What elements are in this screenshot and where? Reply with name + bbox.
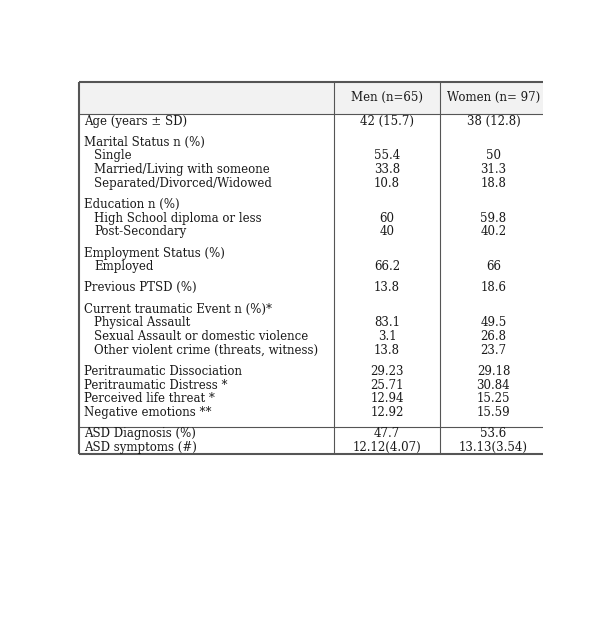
Text: Other violent crime (threats, witness): Other violent crime (threats, witness) <box>94 344 318 356</box>
Text: 42 (15.7): 42 (15.7) <box>360 114 414 127</box>
Text: 40: 40 <box>379 225 394 238</box>
Text: 30.84: 30.84 <box>476 379 510 392</box>
Text: 25.71: 25.71 <box>370 379 404 392</box>
Text: Age (years ± SD): Age (years ± SD) <box>84 114 187 127</box>
Text: 15.59: 15.59 <box>476 406 510 419</box>
Text: Peritraumatic Dissociation: Peritraumatic Dissociation <box>84 365 242 378</box>
Text: Marital Status n (%): Marital Status n (%) <box>84 136 204 148</box>
Text: 38 (12.8): 38 (12.8) <box>467 114 520 127</box>
Text: 66: 66 <box>486 260 501 273</box>
Text: 12.94: 12.94 <box>370 392 404 406</box>
Text: 31.3: 31.3 <box>481 163 507 176</box>
Text: Married/Living with someone: Married/Living with someone <box>94 163 270 176</box>
Text: Men (n=65): Men (n=65) <box>351 91 423 104</box>
Text: 33.8: 33.8 <box>374 163 400 176</box>
Text: Education n (%): Education n (%) <box>84 198 180 211</box>
Text: Single: Single <box>94 150 131 163</box>
Text: Post-Secondary: Post-Secondary <box>94 225 186 238</box>
Text: 59.8: 59.8 <box>481 212 507 225</box>
Text: ASD Diagnosis (%): ASD Diagnosis (%) <box>84 427 195 440</box>
Text: 13.13(3.54): 13.13(3.54) <box>459 441 528 454</box>
Text: Perceived life threat *: Perceived life threat * <box>84 392 215 406</box>
Text: Sexual Assault or domestic violence: Sexual Assault or domestic violence <box>94 330 308 343</box>
Text: High School diploma or less: High School diploma or less <box>94 212 262 225</box>
Text: 60: 60 <box>379 212 394 225</box>
Text: 12.92: 12.92 <box>370 406 404 419</box>
Text: 13.8: 13.8 <box>374 344 400 356</box>
Text: 29.18: 29.18 <box>477 365 510 378</box>
Text: Negative emotions **: Negative emotions ** <box>84 406 211 419</box>
Text: 50: 50 <box>486 150 501 163</box>
Text: 47.7: 47.7 <box>374 427 400 440</box>
Text: Women (n= 97): Women (n= 97) <box>447 91 540 104</box>
Text: 49.5: 49.5 <box>480 316 507 329</box>
Text: 18.6: 18.6 <box>481 281 507 294</box>
Text: 18.8: 18.8 <box>481 177 507 190</box>
Text: Employed: Employed <box>94 260 153 273</box>
Text: Separated/Divorced/Widowed: Separated/Divorced/Widowed <box>94 177 272 190</box>
Text: Current traumatic Event n (%)*: Current traumatic Event n (%)* <box>84 302 272 315</box>
Text: 40.2: 40.2 <box>481 225 507 238</box>
Text: 26.8: 26.8 <box>481 330 507 343</box>
Text: 23.7: 23.7 <box>481 344 507 356</box>
Text: 12.12(4.07): 12.12(4.07) <box>353 441 421 454</box>
Text: Physical Assault: Physical Assault <box>94 316 191 329</box>
Text: 10.8: 10.8 <box>374 177 400 190</box>
Text: 83.1: 83.1 <box>374 316 400 329</box>
Text: Previous PTSD (%): Previous PTSD (%) <box>84 281 197 294</box>
Bar <box>79 82 546 114</box>
Text: 29.23: 29.23 <box>370 365 404 378</box>
Text: 66.2: 66.2 <box>374 260 400 273</box>
Text: 3.1: 3.1 <box>377 330 396 343</box>
Text: ASD symptoms (#): ASD symptoms (#) <box>84 441 197 454</box>
Text: 15.25: 15.25 <box>476 392 510 406</box>
Text: 13.8: 13.8 <box>374 281 400 294</box>
Text: Employment Status (%): Employment Status (%) <box>84 247 225 260</box>
Text: Peritraumatic Distress *: Peritraumatic Distress * <box>84 379 227 392</box>
Text: 53.6: 53.6 <box>480 427 507 440</box>
Text: 55.4: 55.4 <box>374 150 400 163</box>
